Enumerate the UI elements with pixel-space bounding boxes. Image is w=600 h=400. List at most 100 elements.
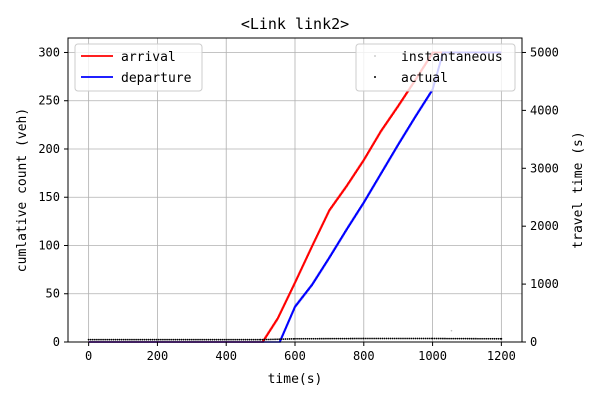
actual-point xyxy=(320,337,323,340)
actual-point xyxy=(316,337,319,340)
actual-point xyxy=(395,337,398,340)
actual-point xyxy=(211,338,214,341)
actual-point xyxy=(292,337,295,340)
y2-tick-label: 1000 xyxy=(530,277,559,291)
actual-point xyxy=(475,337,477,340)
actual-point xyxy=(418,337,421,340)
legend-instantaneous-label: instantaneous xyxy=(401,50,503,65)
actual-point xyxy=(312,337,315,340)
actual-point xyxy=(300,337,303,340)
actual-point xyxy=(448,337,450,340)
actual-point xyxy=(347,337,350,340)
actual-point xyxy=(343,337,346,340)
actual-point xyxy=(286,338,289,340)
actual-point xyxy=(431,337,434,340)
actual-point xyxy=(155,338,158,341)
actual-point xyxy=(412,337,415,340)
actual-point xyxy=(341,337,344,340)
actual-point xyxy=(215,338,218,341)
y-tick-label: 100 xyxy=(38,238,60,252)
actual-point xyxy=(435,337,438,340)
actual-point xyxy=(458,337,461,340)
actual-point xyxy=(217,338,220,341)
actual-point xyxy=(404,337,406,340)
actual-point xyxy=(172,338,175,341)
actual-point xyxy=(360,337,362,340)
actual-point xyxy=(100,338,102,341)
x-axis: 0 200 400 600 800 1000 1200 xyxy=(85,342,516,363)
actual-point xyxy=(89,338,92,341)
actual-point xyxy=(371,337,373,340)
x-tick-label: 0 xyxy=(85,349,92,363)
instantaneous-point xyxy=(450,329,453,332)
actual-point xyxy=(500,337,503,340)
y-axis-right: 0 1000 2000 3000 4000 5000 xyxy=(522,45,559,349)
y2-tick-label: 0 xyxy=(530,335,537,349)
actual-point xyxy=(296,337,298,340)
actual-point xyxy=(400,337,402,340)
actual-point xyxy=(483,337,486,340)
legend-instantaneous-marker xyxy=(374,55,376,57)
actual-point xyxy=(195,338,197,341)
actual-point xyxy=(178,338,181,341)
actual-point xyxy=(170,338,173,341)
actual-point xyxy=(369,337,371,340)
actual-point xyxy=(197,338,199,341)
legend-actual-label: actual xyxy=(401,71,448,86)
actual-point xyxy=(110,338,113,341)
actual-point xyxy=(228,338,230,341)
actual-point xyxy=(318,337,321,340)
actual-point xyxy=(157,338,160,341)
actual-point xyxy=(377,337,380,340)
actual-point xyxy=(162,338,164,341)
actual-point xyxy=(493,337,496,340)
actual-point xyxy=(91,338,94,341)
actual-point xyxy=(333,337,336,340)
actual-point xyxy=(356,337,358,340)
actual-point xyxy=(118,338,121,341)
actual-point xyxy=(420,337,423,340)
actual-point xyxy=(327,337,329,340)
actual-point xyxy=(184,338,187,341)
actual-point xyxy=(240,338,243,341)
actual-point xyxy=(98,338,100,341)
actual-point xyxy=(116,338,119,341)
actual-point xyxy=(416,337,419,340)
actual-point xyxy=(389,337,392,340)
actual-point xyxy=(238,338,241,341)
actual-point xyxy=(426,337,429,340)
actual-point xyxy=(108,338,111,341)
actual-point xyxy=(329,337,331,340)
actual-point xyxy=(282,338,285,341)
y-tick-label: 250 xyxy=(38,94,60,108)
actual-point xyxy=(387,337,390,340)
series-arrival-line xyxy=(88,51,502,343)
actual-point xyxy=(139,338,142,341)
y-tick-label: 0 xyxy=(53,335,60,349)
chart-title: <Link link2> xyxy=(241,15,349,33)
actual-point xyxy=(248,338,251,341)
actual-point xyxy=(491,337,494,340)
actual-point xyxy=(446,337,448,340)
actual-point xyxy=(153,338,156,341)
actual-point xyxy=(135,338,138,341)
actual-point xyxy=(325,337,327,340)
actual-point xyxy=(337,337,340,340)
actual-point xyxy=(190,338,193,341)
actual-point xyxy=(126,338,129,341)
actual-point xyxy=(120,338,123,341)
series-instantaneous-points xyxy=(450,329,453,332)
actual-point xyxy=(242,338,245,341)
actual-point xyxy=(468,337,471,340)
actual-point xyxy=(472,337,475,340)
series-layer xyxy=(87,51,503,343)
actual-point xyxy=(379,337,382,340)
actual-point xyxy=(232,338,234,341)
actual-point xyxy=(280,338,283,341)
actual-point xyxy=(489,337,492,340)
actual-point xyxy=(267,338,270,341)
actual-point xyxy=(452,337,455,340)
actual-point xyxy=(450,337,453,340)
actual-point xyxy=(314,337,317,340)
actual-point xyxy=(444,337,446,340)
